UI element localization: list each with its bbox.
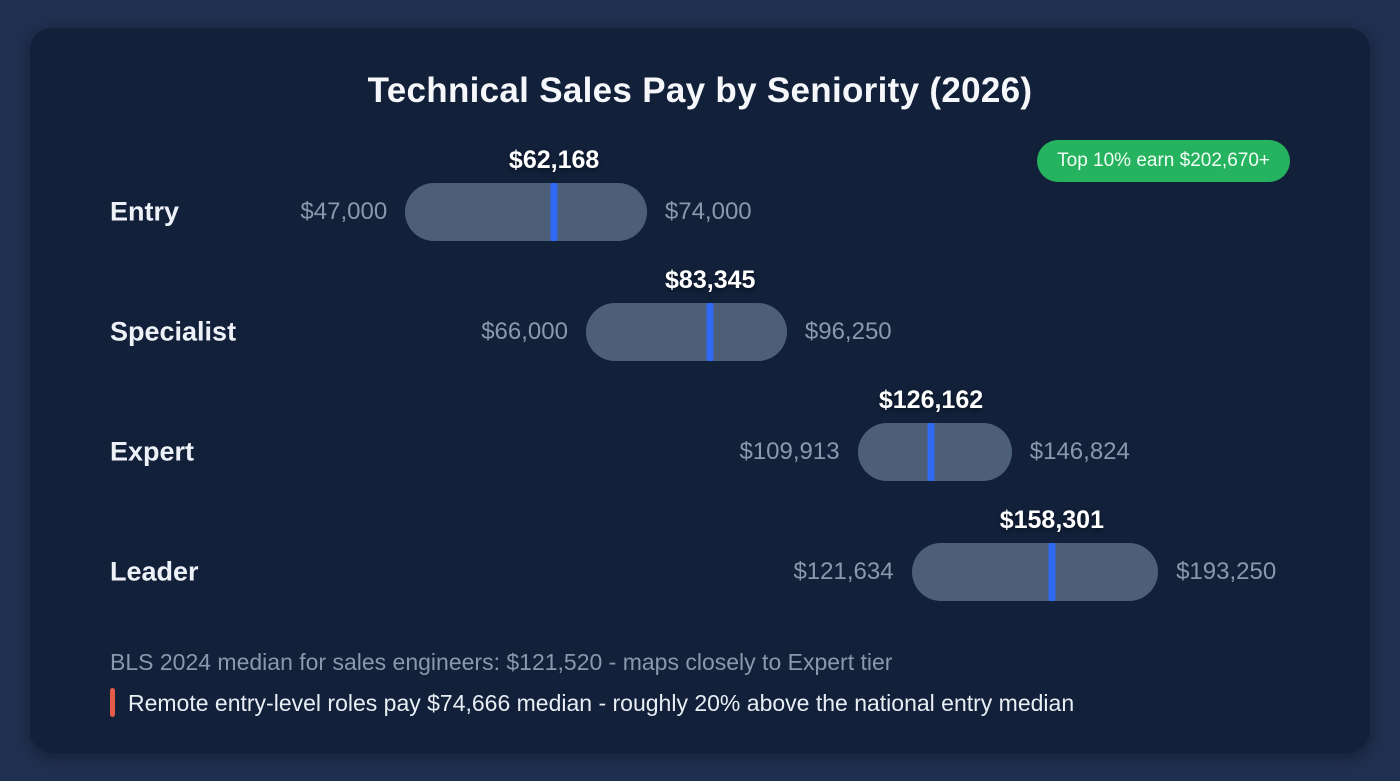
range-bar bbox=[585, 303, 787, 361]
min-value-label: $109,913 bbox=[739, 438, 840, 465]
note-accent-bar bbox=[110, 688, 115, 717]
row-label: Expert bbox=[110, 436, 195, 467]
row-label: Specialist bbox=[110, 316, 237, 347]
chart-row: Expert $109,913 $126,162 $146,824 bbox=[110, 386, 1290, 512]
min-value-label: $47,000 bbox=[300, 198, 388, 225]
chart-row: Leader $121,634 $158,301 $193,250 bbox=[110, 506, 1290, 632]
chart-row: Entry $47,000 $62,168 $74,000 bbox=[110, 146, 1290, 272]
bls-note: BLS 2024 median for sales engineers: $12… bbox=[110, 649, 893, 675]
median-tick bbox=[1048, 543, 1056, 601]
median-tick bbox=[550, 183, 558, 241]
remote-note: Remote entry-level roles pay $74,666 med… bbox=[128, 689, 1075, 716]
top-decile-badge: Top 10% earn $202,670+ bbox=[1037, 140, 1290, 182]
median-value-label: $62,168 bbox=[508, 146, 600, 174]
median-tick bbox=[927, 423, 935, 481]
remote-note-row: Remote entry-level roles pay $74,666 med… bbox=[110, 688, 1290, 717]
range-bar bbox=[405, 183, 647, 241]
max-value-label: $96,250 bbox=[804, 318, 892, 345]
median-value-label: $158,301 bbox=[999, 506, 1104, 534]
range-bar bbox=[857, 423, 1012, 481]
range-bar bbox=[911, 543, 1159, 601]
chart-row: Specialist $66,000 $83,345 $96,250 bbox=[110, 266, 1290, 392]
min-value-label: $66,000 bbox=[481, 318, 568, 345]
salary-range-chart: Entry $47,000 $62,168 $74,000 Specialist $66,… bbox=[110, 146, 1290, 632]
min-value-label: $121,634 bbox=[793, 558, 894, 585]
row-label: Leader bbox=[110, 556, 199, 587]
chart-title: Technical Sales Pay by Seniority (2026) bbox=[367, 71, 1033, 110]
median-value-label: $126,162 bbox=[878, 386, 984, 414]
max-value-label: $74,000 bbox=[664, 198, 752, 225]
max-value-label: $146,824 bbox=[1029, 438, 1130, 465]
row-label: Entry bbox=[110, 196, 180, 227]
chart-card: Technical Sales Pay by Seniority (2026) … bbox=[30, 28, 1370, 753]
median-tick bbox=[706, 303, 714, 361]
median-value-label: $83,345 bbox=[665, 266, 756, 294]
max-value-label: $193,250 bbox=[1176, 558, 1277, 585]
